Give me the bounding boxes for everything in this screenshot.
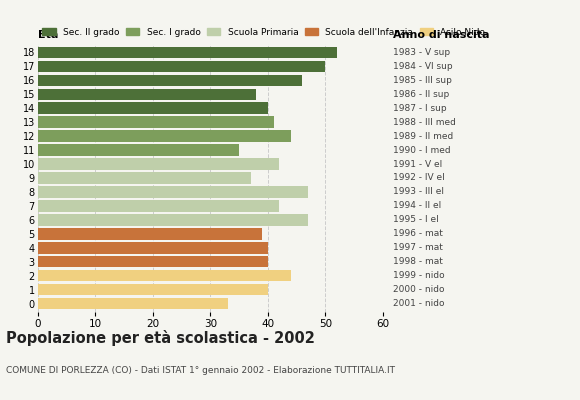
Text: 1990 - I med: 1990 - I med — [393, 146, 450, 154]
Bar — [38, 74, 302, 86]
Bar — [38, 102, 268, 114]
Legend: Sec. II grado, Sec. I grado, Scuola Primaria, Scuola dell'Infanzia, Asilo Nido: Sec. II grado, Sec. I grado, Scuola Prim… — [42, 28, 485, 37]
Text: 1994 - II el: 1994 - II el — [393, 202, 441, 210]
Bar — [38, 200, 280, 212]
Text: 1986 - II sup: 1986 - II sup — [393, 90, 449, 99]
Text: 1987 - I sup: 1987 - I sup — [393, 104, 446, 113]
Text: 1983 - V sup: 1983 - V sup — [393, 48, 450, 57]
Text: 1995 - I el: 1995 - I el — [393, 215, 438, 224]
Bar — [38, 298, 227, 309]
Bar — [38, 270, 291, 282]
Text: 1992 - IV el: 1992 - IV el — [393, 174, 444, 182]
Bar — [38, 284, 268, 295]
Bar — [38, 186, 308, 198]
Text: 2000 - nido: 2000 - nido — [393, 285, 444, 294]
Bar — [38, 158, 280, 170]
Bar — [38, 144, 239, 156]
Text: 1999 - nido: 1999 - nido — [393, 271, 444, 280]
Text: 1985 - III sup: 1985 - III sup — [393, 76, 451, 85]
Text: 2001 - nido: 2001 - nido — [393, 299, 444, 308]
Bar — [38, 242, 268, 254]
Text: COMUNE DI PORLEZZA (CO) - Dati ISTAT 1° gennaio 2002 - Elaborazione TUTTITALIA.I: COMUNE DI PORLEZZA (CO) - Dati ISTAT 1° … — [6, 366, 395, 375]
Bar — [38, 256, 268, 268]
Bar — [38, 214, 308, 226]
Text: 1998 - mat: 1998 - mat — [393, 257, 443, 266]
Text: Età: Età — [38, 30, 58, 40]
Bar — [38, 47, 337, 58]
Text: 1993 - III el: 1993 - III el — [393, 188, 444, 196]
Text: 1988 - III med: 1988 - III med — [393, 118, 455, 127]
Text: 1996 - mat: 1996 - mat — [393, 229, 443, 238]
Text: 1984 - VI sup: 1984 - VI sup — [393, 62, 452, 71]
Text: 1991 - V el: 1991 - V el — [393, 160, 442, 168]
Bar — [38, 88, 256, 100]
Text: Popolazione per età scolastica - 2002: Popolazione per età scolastica - 2002 — [6, 330, 315, 346]
Bar — [38, 61, 325, 72]
Text: 1989 - II med: 1989 - II med — [393, 132, 453, 141]
Text: 1997 - mat: 1997 - mat — [393, 243, 443, 252]
Bar — [38, 130, 291, 142]
Bar — [38, 172, 251, 184]
Bar — [38, 116, 274, 128]
Bar — [38, 228, 262, 240]
Text: Anno di nascita: Anno di nascita — [393, 30, 489, 40]
